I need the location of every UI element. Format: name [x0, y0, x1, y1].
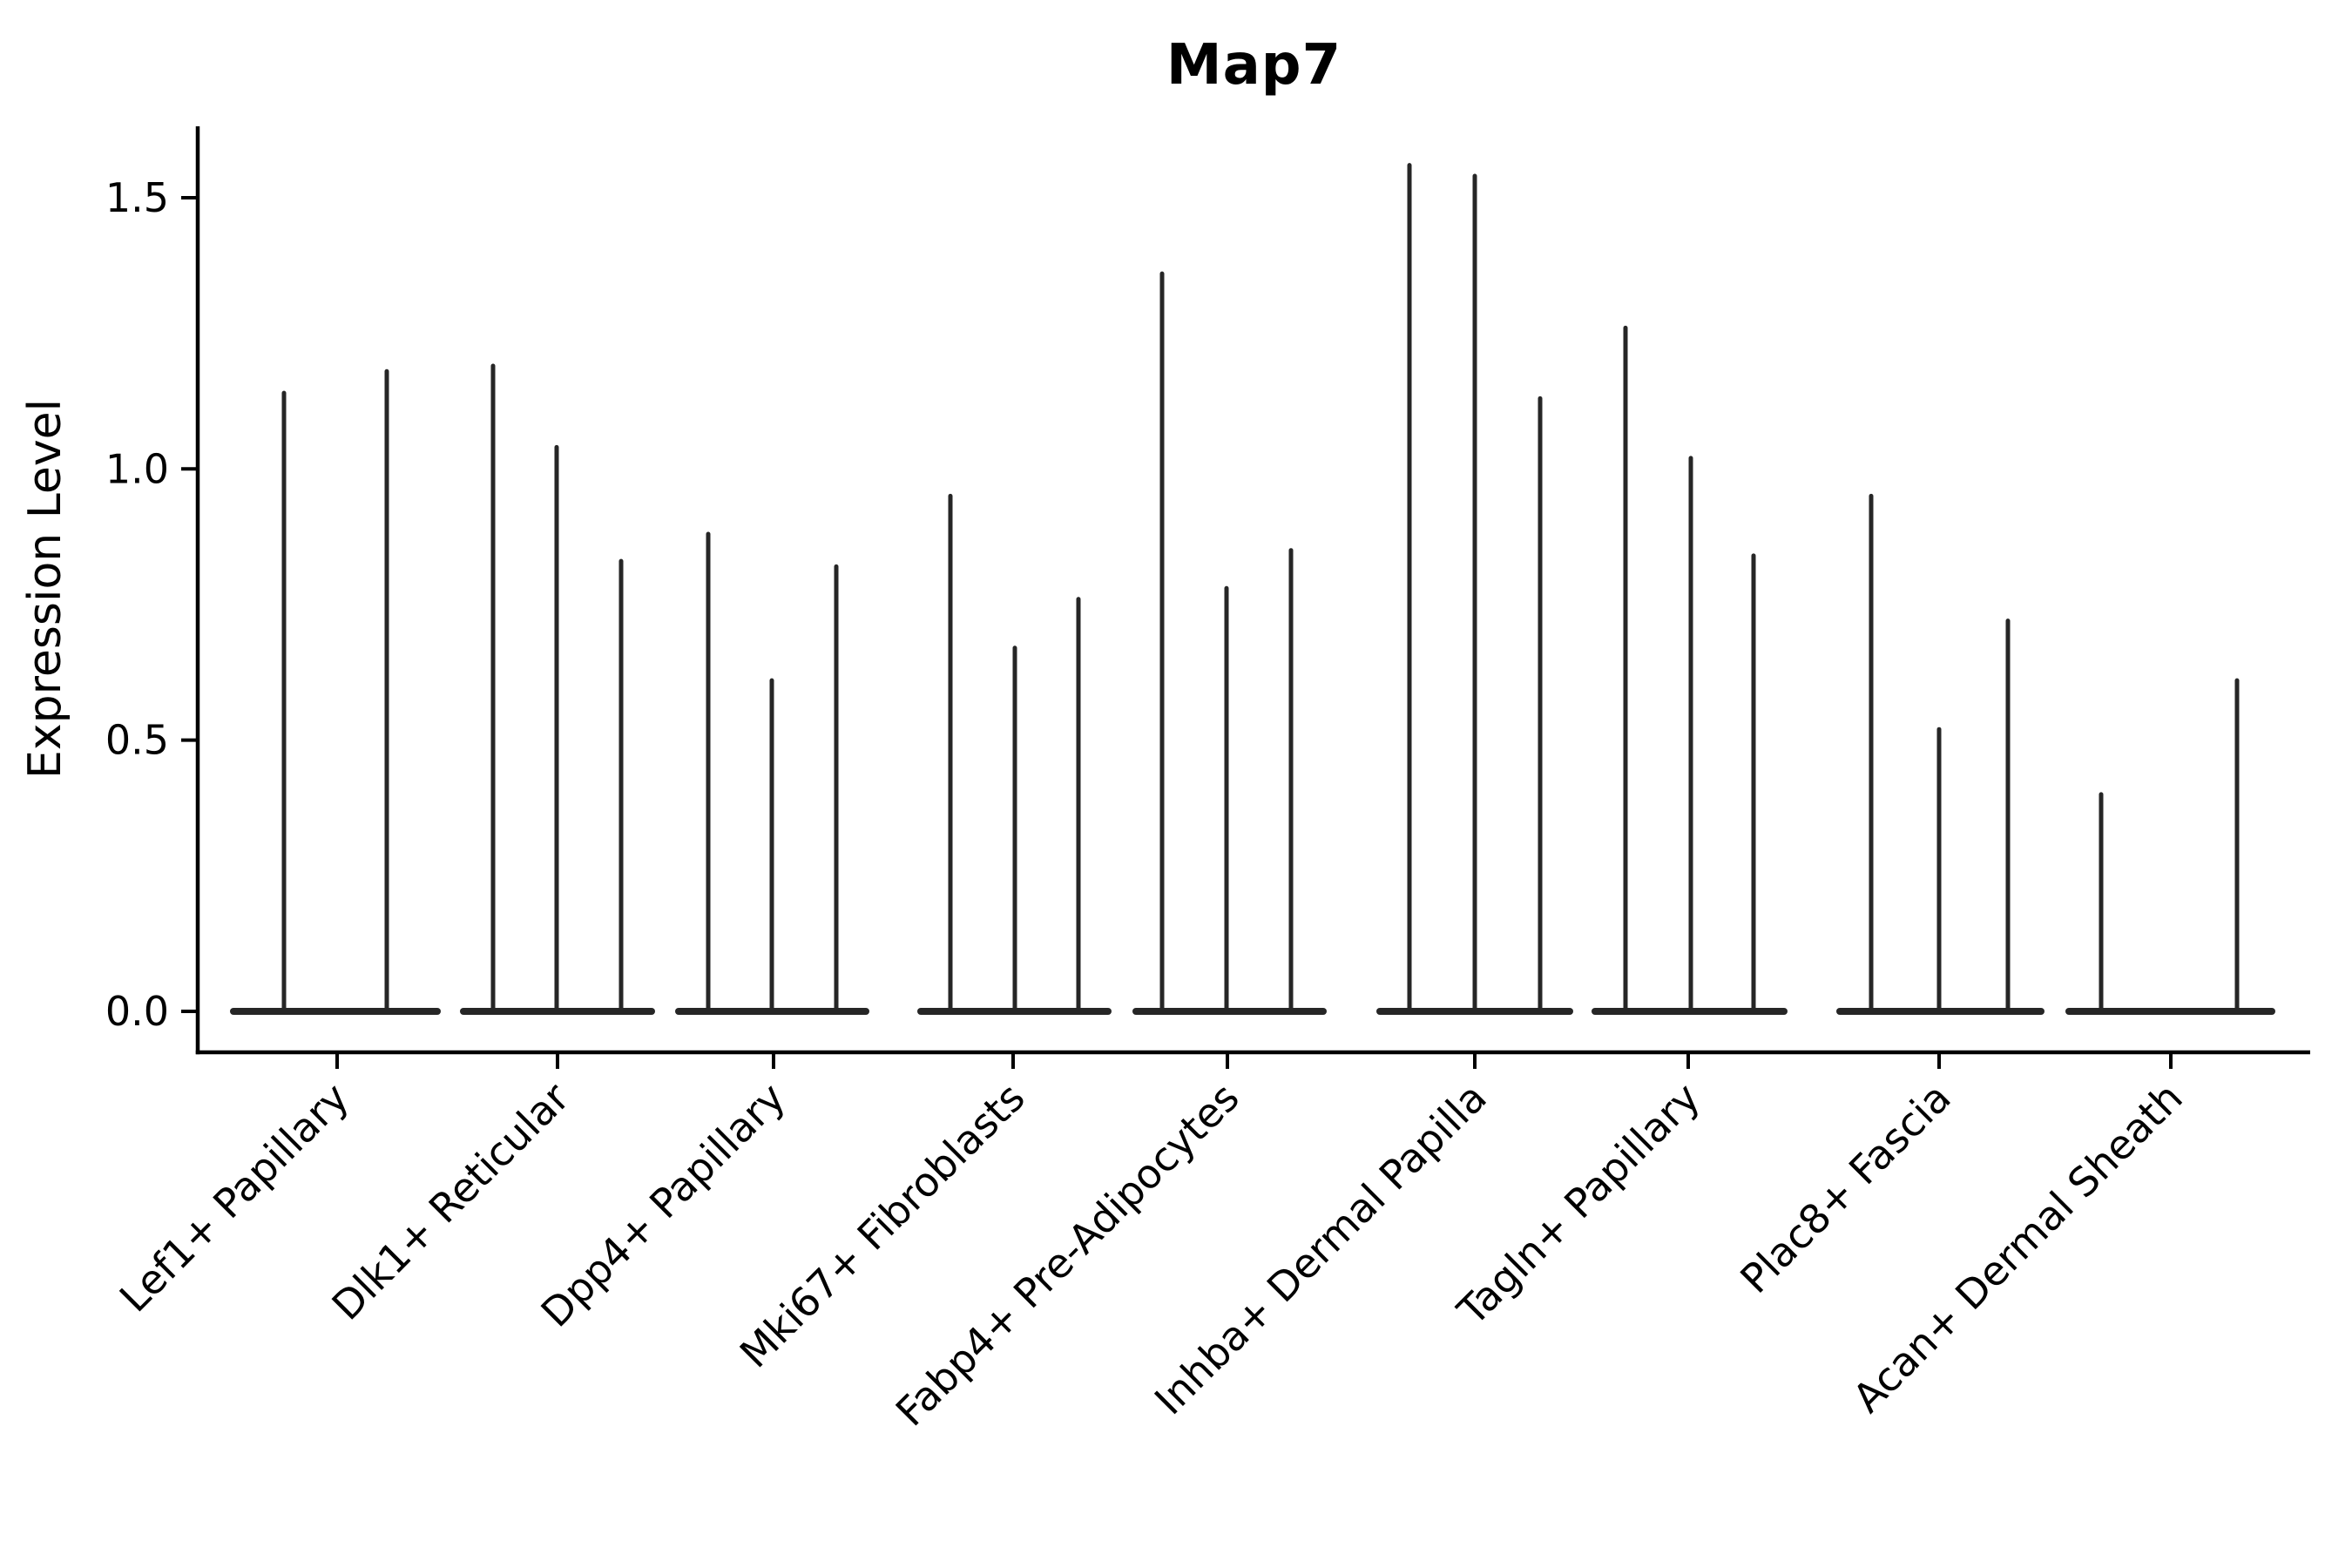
y-axis-tick-label: 0.5: [105, 717, 169, 764]
y-axis-tick-label: 0.0: [105, 988, 169, 1035]
y-axis-tick-label: 1.0: [105, 445, 169, 492]
violin-base: [2065, 1008, 2275, 1015]
x-axis-tick-label: Plac8+ Fascia: [1731, 1074, 1959, 1302]
x-axis-tick-label: Lef1+ Papillary: [111, 1074, 358, 1321]
chart-title: Map7: [1166, 33, 1342, 98]
y-axis-tick-label: 1.5: [105, 174, 169, 221]
x-axis-tick-label: Dlk1+ Reticular: [323, 1074, 578, 1329]
violin-base: [230, 1008, 441, 1015]
violin-base: [1132, 1008, 1327, 1015]
